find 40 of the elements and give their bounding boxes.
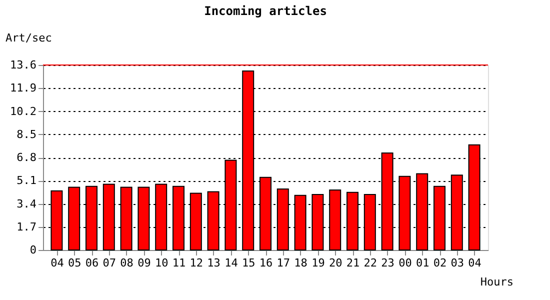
- x-tick-label: 16: [259, 256, 273, 270]
- chart-title: Incoming articles: [204, 4, 327, 18]
- x-tick-label: 12: [190, 256, 204, 270]
- x-tick-label: 10: [154, 256, 168, 270]
- x-tick-label: 19: [312, 256, 325, 270]
- y-tick-label: 5.1: [16, 174, 36, 188]
- y-tick-label: 1.7: [16, 220, 36, 234]
- x-tick-label: 04: [468, 256, 482, 270]
- y-tick-label: 3.4: [16, 197, 37, 210]
- bar: [468, 144, 480, 250]
- bar: [398, 176, 411, 250]
- x-tick-label: 02: [433, 256, 447, 270]
- y-tick-label: 13.6: [10, 58, 36, 72]
- x-tick-label: 11: [172, 256, 186, 270]
- x-tick-label: 00: [398, 256, 412, 270]
- y-tick-label: 11.9: [10, 82, 36, 95]
- x-tick-label: 01: [416, 256, 430, 270]
- bar: [434, 186, 446, 250]
- x-tick-label: 18: [294, 256, 308, 270]
- x-tick-label: 21: [346, 256, 360, 270]
- x-tick-label: 22: [364, 256, 378, 270]
- x-tick-label: 04: [50, 256, 64, 270]
- y-tick-label: 8.5: [16, 128, 36, 141]
- x-tick-label: 13: [207, 256, 220, 270]
- x-tick-label: 09: [138, 256, 151, 270]
- x-tick-label: 14: [224, 256, 238, 270]
- x-axis-title: Hours: [480, 276, 514, 288]
- y-tick-label: 6.8: [16, 151, 36, 164]
- x-tick-label: 23: [381, 256, 394, 270]
- x-tick-label: 15: [242, 256, 256, 270]
- x-tick-label: 05: [68, 256, 82, 270]
- y-tick-label: 10.2: [10, 104, 36, 118]
- x-tick-label: 06: [85, 256, 99, 270]
- x-tick-label: 07: [102, 256, 116, 270]
- y-axis-title: Art/sec: [6, 32, 52, 44]
- y-tick-label: 0: [30, 244, 36, 256]
- x-tick-label: 20: [328, 256, 342, 270]
- x-tick-label: 08: [120, 256, 134, 270]
- x-tick-label: 17: [276, 256, 290, 270]
- x-tick-label: 03: [450, 256, 464, 270]
